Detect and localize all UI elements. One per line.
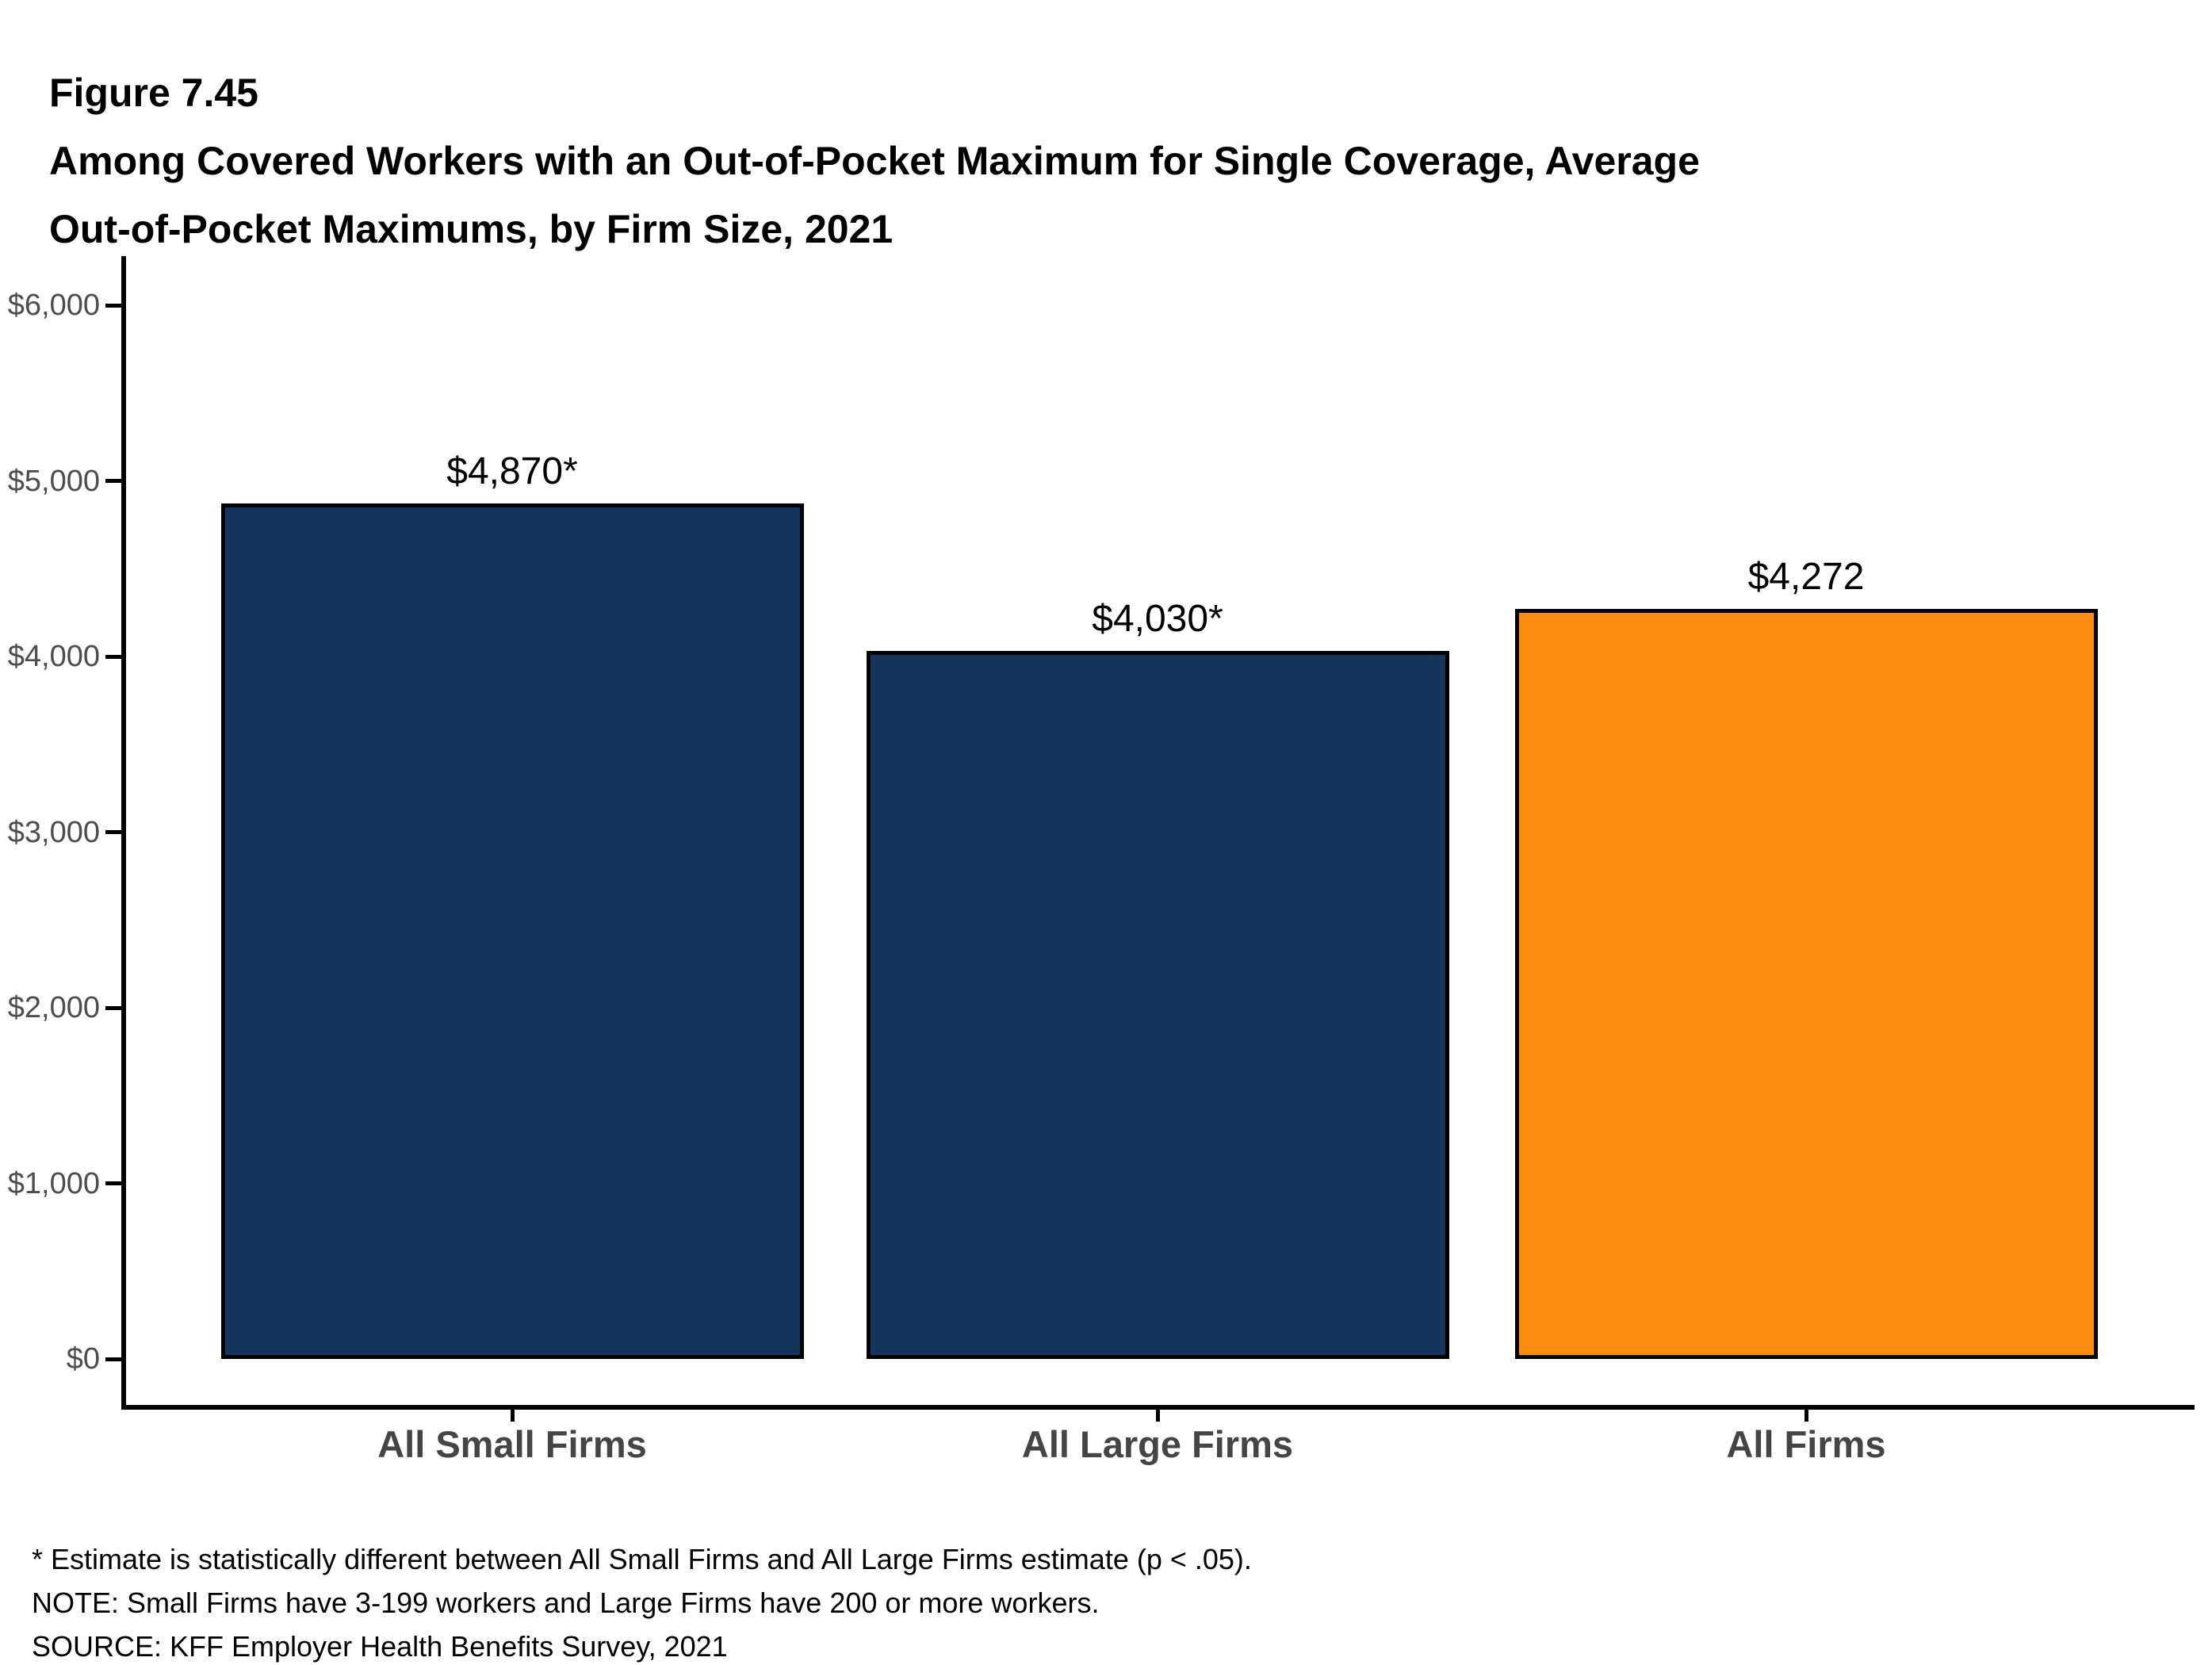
- y-tick-mark: [105, 830, 121, 834]
- y-tick-mark: [105, 479, 121, 483]
- x-axis-line: [121, 1405, 2195, 1410]
- y-tick-label: $3,000: [7, 815, 100, 849]
- y-tick-label: $2,000: [7, 991, 100, 1024]
- bar-all-large-firms: [866, 651, 1449, 1359]
- bar-value-label-all-firms: $4,272: [1747, 555, 1865, 598]
- x-tick-mark: [1155, 1410, 1160, 1422]
- y-tick-mark: [105, 1357, 121, 1361]
- y-tick-mark: [105, 1005, 121, 1010]
- x-category-label-all-firms: All Firms: [1726, 1423, 1886, 1465]
- footnote-note: NOTE: Small Firms have 3-199 workers and…: [32, 1587, 1100, 1619]
- y-tick-label: $1,000: [7, 1166, 100, 1200]
- figure-title-line2: Out-of-Pocket Maximums, by Firm Size, 20…: [49, 207, 894, 251]
- footnote-source: SOURCE: KFF Employer Health Benefits Sur…: [32, 1630, 728, 1663]
- y-tick-label: $4,000: [7, 640, 100, 673]
- y-tick-mark: [105, 1181, 121, 1185]
- x-tick-mark: [1804, 1410, 1808, 1422]
- y-tick-mark: [105, 303, 121, 308]
- x-category-label-all-small-firms: All Small Firms: [377, 1423, 647, 1465]
- bar-all-firms: [1514, 608, 2098, 1359]
- bar-all-small-firms: [220, 503, 804, 1359]
- y-tick-label: $0: [66, 1342, 100, 1376]
- y-axis-line: [121, 256, 126, 1410]
- footnote-significance: * Estimate is statistically different be…: [32, 1543, 1252, 1575]
- bar-value-label-all-large-firms: $4,030*: [1092, 598, 1223, 641]
- y-tick-mark: [105, 654, 121, 659]
- x-category-label-all-large-firms: All Large Firms: [1021, 1423, 1294, 1465]
- y-tick-label: $6,000: [7, 289, 100, 322]
- bar-value-label-all-small-firms: $4,870*: [446, 450, 578, 493]
- figure-title-line1: Among Covered Workers with an Out-of-Poc…: [49, 139, 1700, 183]
- figure-number: Figure 7.45: [49, 71, 258, 115]
- x-tick-mark: [510, 1410, 515, 1422]
- y-tick-label: $5,000: [7, 464, 100, 498]
